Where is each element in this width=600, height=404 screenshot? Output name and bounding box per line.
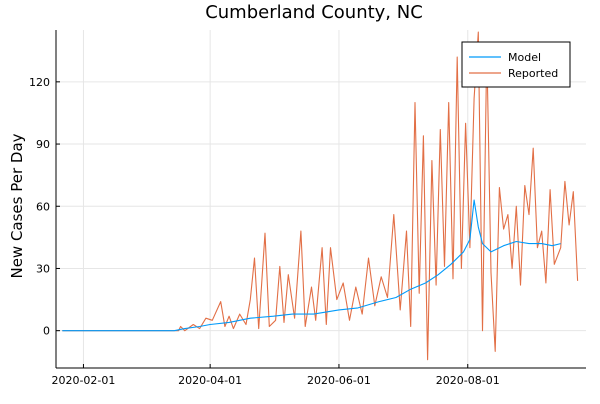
series-line-reported [62, 31, 579, 361]
series-line-model [62, 199, 561, 332]
axes [55, 30, 586, 369]
x-tick-labels: 2020-02-01 2020-04-01 2020-06-01 2020-08-01 [51, 364, 500, 387]
x-tick-label: 2020-06-01 [307, 374, 371, 387]
legend-label-reported: Reported [508, 67, 558, 80]
x-tick-label: 2020-04-01 [178, 374, 242, 387]
y-tick-label: 30 [36, 262, 50, 275]
x-tick-label: 2020-08-01 [436, 374, 500, 387]
y-tick-label: 0 [43, 325, 50, 338]
legend-label-model: Model [508, 51, 541, 64]
legend-box [461, 41, 571, 88]
y-axis-label: New Cases Per Day [8, 133, 26, 278]
y-tick-label: 120 [29, 76, 50, 89]
x-tick-label: 2020-02-01 [51, 374, 115, 387]
y-tick-label: 60 [36, 200, 50, 213]
y-tick-label: 90 [36, 138, 50, 151]
series-lines [62, 31, 579, 361]
chart-title: Cumberland County, NC [205, 2, 423, 23]
y-tick-labels: 0 30 60 90 120 [29, 76, 60, 338]
legend: Model Reported [461, 41, 571, 88]
